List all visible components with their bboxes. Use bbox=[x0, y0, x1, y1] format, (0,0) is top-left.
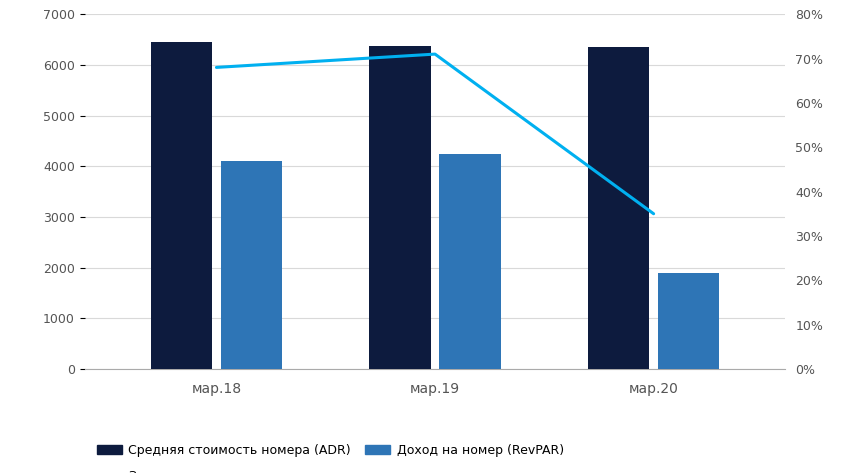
Заполняемость bbox=[648, 211, 658, 217]
Bar bbox=[369, 45, 430, 369]
Bar bbox=[439, 154, 500, 369]
Legend: Заполняемость: Заполняемость bbox=[91, 465, 234, 473]
Bar bbox=[587, 47, 648, 369]
Bar bbox=[221, 161, 282, 369]
Line: Заполняемость: Заполняемость bbox=[216, 54, 653, 214]
Заполняемость bbox=[429, 51, 440, 57]
Bar bbox=[657, 272, 718, 369]
Bar bbox=[151, 42, 212, 369]
Legend: Средняя стоимость номера (ADR), Доход на номер (RevPAR): Средняя стоимость номера (ADR), Доход на… bbox=[91, 439, 568, 462]
Заполняемость bbox=[211, 64, 222, 70]
